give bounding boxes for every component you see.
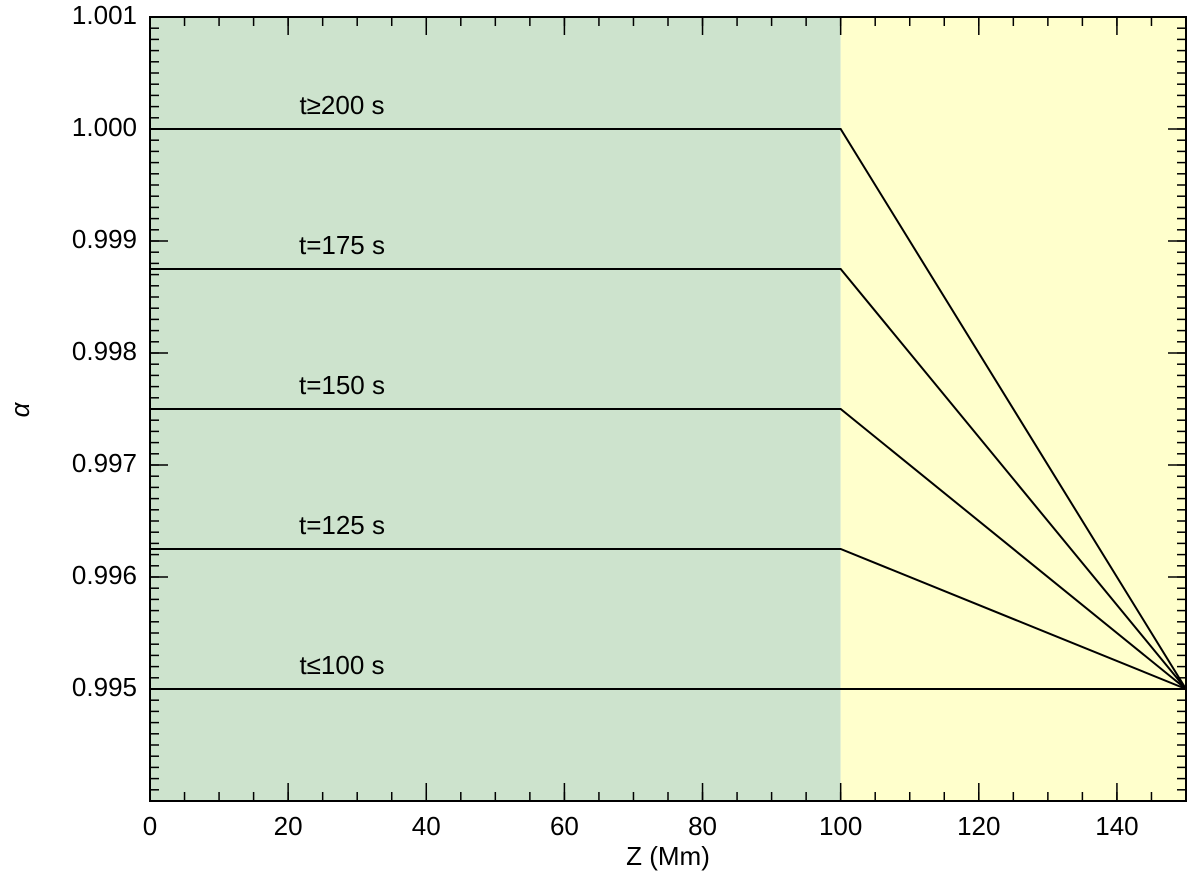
y-tick-label: 0.997 [72, 448, 137, 478]
series-label: t=125 s [299, 510, 385, 540]
x-tick-label: 120 [957, 811, 1000, 841]
y-tick-label: 1.001 [72, 0, 137, 30]
x-tick-label: 40 [412, 811, 441, 841]
x-axis-label: Z (Mm) [626, 841, 710, 871]
x-tick-label: 80 [688, 811, 717, 841]
x-tick-label: 100 [819, 811, 862, 841]
y-tick-label: 0.998 [72, 336, 137, 366]
x-tick-label: 140 [1095, 811, 1138, 841]
y-tick-label: 0.995 [72, 672, 137, 702]
x-tick-label: 60 [550, 811, 579, 841]
series-line [150, 128, 1187, 690]
series-line [150, 268, 1187, 690]
series-label: t=175 s [299, 230, 385, 260]
series-line [150, 408, 1187, 690]
y-tick-label: 0.996 [72, 560, 137, 590]
series-line [150, 548, 1187, 690]
series-label: t≤100 s [299, 650, 384, 680]
y-tick-label: 1.000 [72, 112, 137, 142]
series-label: t≥200 s [299, 90, 384, 120]
x-tick-label: 0 [143, 811, 157, 841]
plot-frame [149, 16, 1187, 802]
y-tick-label: 0.999 [72, 224, 137, 254]
y-axis-label: α [5, 401, 35, 417]
series-label: t=150 s [299, 370, 385, 400]
x-tick-label: 20 [274, 811, 303, 841]
